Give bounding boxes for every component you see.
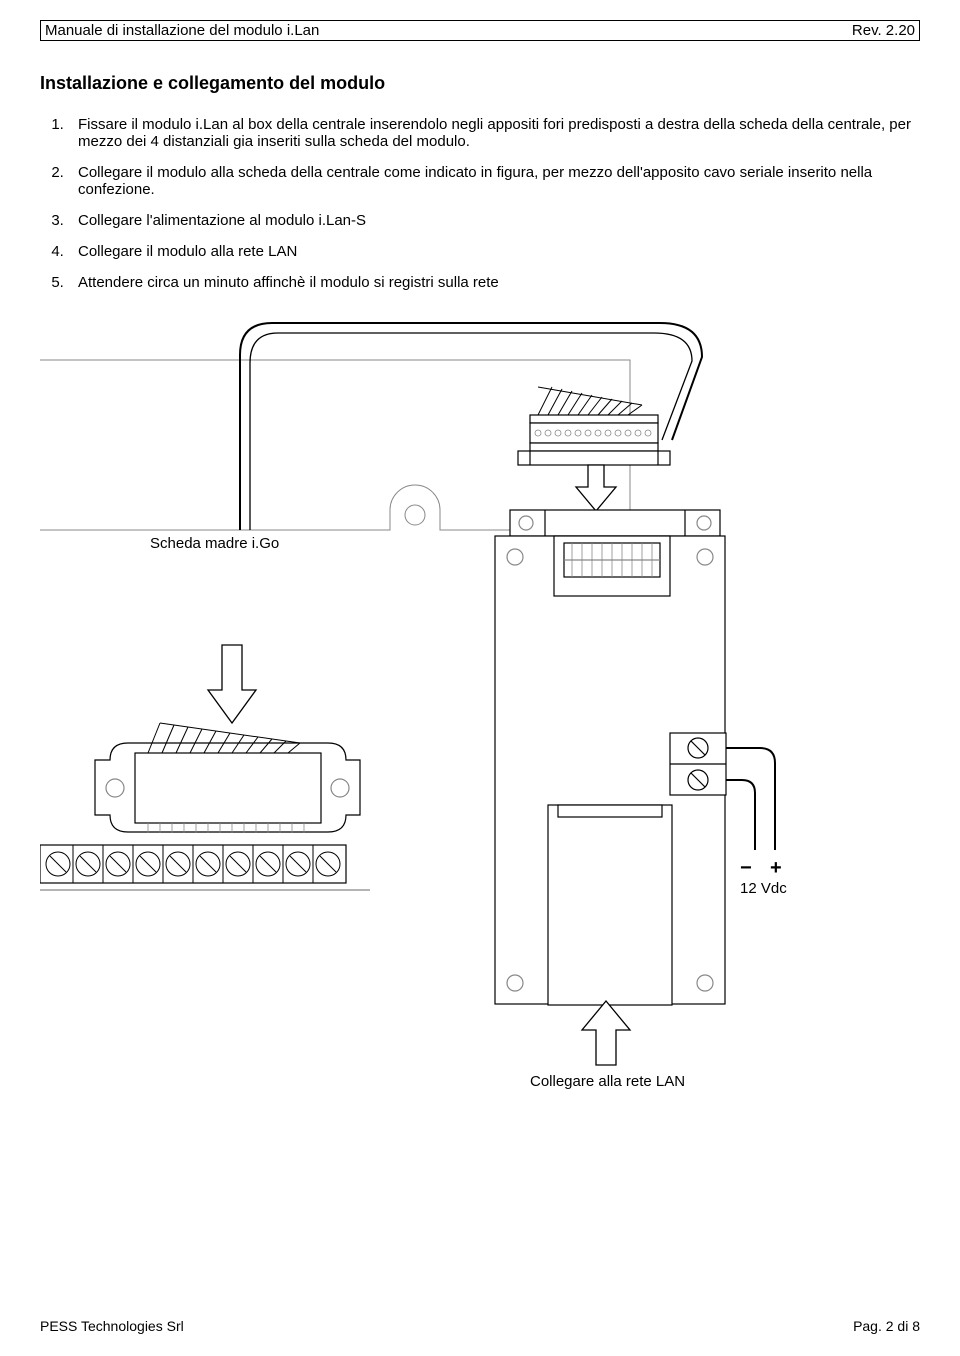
list-item: Fissare il modulo i.Lan al box della cen…: [68, 116, 920, 150]
header-left: Manuale di installazione del modulo i.La…: [45, 22, 319, 39]
list-item: Collegare il modulo alla rete LAN: [68, 243, 920, 260]
wiring-diagram: Scheda madre i.Go − + 12 Vdc Collegare a…: [40, 305, 920, 1075]
label-lan: Collegare alla rete LAN: [530, 1073, 685, 1090]
list-item: Collegare il modulo alla scheda della ce…: [68, 164, 920, 198]
header-right: Rev. 2.20: [852, 22, 915, 39]
list-item: Attendere circa un minuto affinchè il mo…: [68, 274, 920, 291]
list-item: Collegare l'alimentazione al modulo i.La…: [68, 212, 920, 229]
section-title: Installazione e collegamento del modulo: [40, 73, 920, 94]
page-header: Manuale di installazione del modulo i.La…: [40, 20, 920, 41]
label-voltage: 12 Vdc: [740, 880, 787, 897]
label-polarity-plus: +: [770, 857, 782, 880]
footer-left: PESS Technologies Srl: [40, 1318, 184, 1334]
instruction-list: Fissare il modulo i.Lan al box della cen…: [40, 116, 920, 291]
footer-right: Pag. 2 di 8: [853, 1318, 920, 1334]
label-polarity-minus: −: [740, 857, 752, 880]
label-motherboard: Scheda madre i.Go: [150, 535, 279, 552]
page-footer: PESS Technologies Srl Pag. 2 di 8: [40, 1318, 920, 1334]
diagram-svg: [40, 305, 920, 1075]
